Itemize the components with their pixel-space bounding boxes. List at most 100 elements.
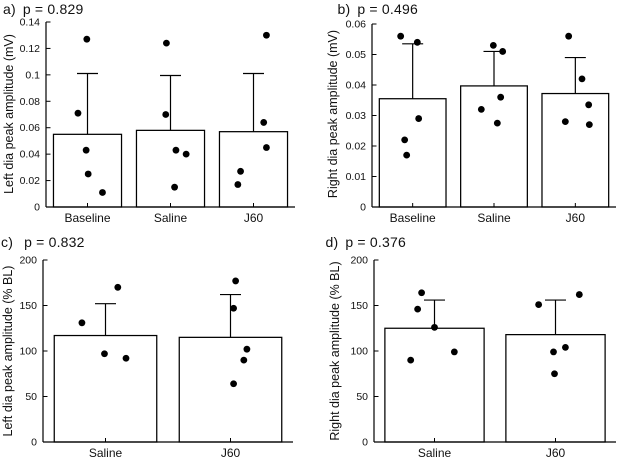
panel-b-title: b) p = 0.496 <box>338 1 418 17</box>
panel-c-y-axis-label: Left dia peak amplitude (% BL) <box>1 265 15 437</box>
data-point-baseline <box>83 35 91 43</box>
y-tick-label: 0.04 <box>20 149 41 161</box>
bar-j60 <box>178 336 283 443</box>
data-point-j60 <box>240 356 248 364</box>
data-point-saline <box>496 93 504 101</box>
panel-a-label: a) <box>3 1 16 17</box>
y-tick-label: 0.05 <box>345 49 366 61</box>
bar-j60 <box>218 131 289 208</box>
bar-chart-left-dia-mv: Baseline Saline J60 0 0.02 0.04 0.06 0.08 0.1 0.1… <box>20 17 295 225</box>
data-point-saline <box>172 146 180 154</box>
data-point-baseline <box>84 170 92 178</box>
y-tick-label: 0 <box>360 202 366 214</box>
data-point-j60 <box>561 118 569 125</box>
data-point-baseline <box>74 109 82 117</box>
category-label-baseline: Baseline <box>64 211 110 225</box>
data-point-saline <box>450 348 458 356</box>
y-tick-label: 0.02 <box>20 175 41 187</box>
data-point-saline <box>171 183 178 191</box>
bar-chart-left-dia-pct-bl: Saline J60 0 50 100 150 200 <box>19 255 293 460</box>
data-point-j60 <box>578 75 585 83</box>
panel-c-p-value: p = 0.832 <box>24 234 85 250</box>
data-point-saline <box>163 39 170 47</box>
y-tick-label: 0 <box>362 437 368 449</box>
data-point-saline <box>122 354 130 362</box>
data-point-baseline <box>402 151 410 159</box>
y-tick-label: 0.12 <box>20 43 41 55</box>
y-tick-label: 0.06 <box>20 122 41 134</box>
panel-a-y-axis-label: Left dia peak amplitude (mV) <box>2 34 16 194</box>
data-point-baseline <box>99 189 106 196</box>
category-label-j60: J60 <box>545 446 565 460</box>
data-point-j60 <box>549 348 557 356</box>
data-point-saline <box>101 350 108 358</box>
y-tick-label: 0.03 <box>345 110 366 122</box>
panel-d-p-value: p = 0.376 <box>345 234 406 250</box>
data-point-saline <box>182 150 190 158</box>
panel-b-y-axis-label: Right dia peak amplitude (mV) <box>325 29 340 199</box>
y-tick-label: 150 <box>350 300 368 312</box>
panel-a-title: a) p = 0.829 <box>3 1 83 17</box>
y-tick-label: 100 <box>19 346 37 358</box>
bar-saline <box>135 129 206 208</box>
data-point-baseline <box>400 136 408 144</box>
category-label-saline: Saline <box>477 211 511 225</box>
y-tick-label: 200 <box>350 255 368 267</box>
data-point-j60 <box>230 380 237 388</box>
data-point-j60 <box>585 121 593 129</box>
data-point-j60 <box>237 167 244 175</box>
panel-b: Baseline Saline J60 0 0.01 0.02 0.03 0.04 0.05 0.… <box>312 0 623 231</box>
bar-saline <box>459 85 528 208</box>
data-point-baseline <box>396 32 404 40</box>
data-point-j60 <box>232 277 240 285</box>
panel-d: Saline J60 0 50 100 150 200 d) p = 0.376 Right … <box>312 231 623 462</box>
data-point-saline <box>493 119 501 127</box>
panel-c: Saline J60 0 50 100 150 200 c) p = 0.832 Left d… <box>0 231 312 462</box>
y-tick-label: 0 <box>34 202 40 214</box>
data-point-saline <box>162 111 170 118</box>
y-tick-label: 150 <box>19 300 37 312</box>
data-point-saline <box>406 356 414 364</box>
y-tick-label: 0.1 <box>25 69 40 81</box>
y-tick-label: 0.14 <box>20 17 41 29</box>
data-point-j60 <box>263 144 270 151</box>
panel-b-p-value: p = 0.496 <box>357 1 418 17</box>
data-point-saline <box>489 41 497 49</box>
panel-b-label: b) <box>337 1 351 17</box>
data-point-baseline <box>414 115 422 122</box>
data-point-saline <box>78 319 86 327</box>
category-label-j60: J60 <box>565 211 585 225</box>
y-tick-label: 0.08 <box>20 96 41 108</box>
y-tick-label: 0.02 <box>345 141 366 153</box>
bar-saline <box>383 327 485 443</box>
data-point-j60 <box>230 304 237 312</box>
panel-d-title: d) p = 0.376 <box>326 234 406 250</box>
bar-j60 <box>540 92 609 208</box>
y-tick-label: 100 <box>350 346 368 358</box>
y-tick-label: 50 <box>356 391 368 403</box>
y-tick-label: 0.04 <box>345 80 366 92</box>
data-point-j60 <box>550 370 558 378</box>
data-point-j60 <box>234 181 242 188</box>
y-tick-label: 200 <box>19 255 37 267</box>
data-point-j60 <box>243 345 251 353</box>
data-point-j60 <box>534 301 542 308</box>
category-label-j60: J60 <box>244 211 264 225</box>
category-label-j60: J60 <box>221 446 241 460</box>
bar-chart-right-dia-pct-bl: Saline J60 0 50 100 150 200 <box>350 255 616 460</box>
panel-d-label: d) <box>325 234 339 250</box>
category-label-saline: Saline <box>89 446 123 460</box>
data-point-saline <box>477 106 485 113</box>
data-point-j60 <box>564 32 572 40</box>
data-point-j60 <box>584 101 592 109</box>
bar-baseline <box>378 98 447 208</box>
data-point-j60 <box>260 119 268 126</box>
y-tick-label: 0.06 <box>345 19 366 31</box>
category-label-saline: Saline <box>154 211 188 225</box>
panel-d-y-axis-label: Right dia peak amplitude (% BL) <box>327 261 342 441</box>
bar-chart-right-dia-mv: Baseline Saline J60 0 0.01 0.02 0.03 0.04 0.05 0.… <box>345 19 616 225</box>
data-point-baseline <box>82 146 90 154</box>
data-point-j60 <box>263 31 270 39</box>
data-point-j60 <box>575 291 583 298</box>
